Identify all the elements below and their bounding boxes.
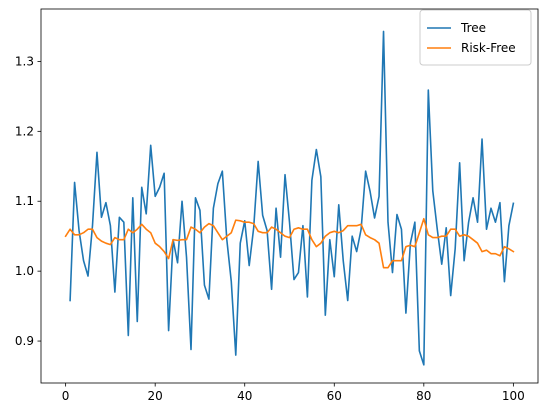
legend-label-risk-free: Risk-Free [461,41,516,55]
y-tick-label: 1.2 [15,124,34,138]
legend-label-tree: Tree [460,21,486,35]
x-tick-label: 20 [148,389,163,403]
axes-frame [40,8,539,384]
x-tick-label: 100 [502,389,525,403]
series-line-risk-free [64,217,515,269]
series-lines [64,30,515,366]
y-tick-label: 1.3 [15,54,34,68]
y-tick-label: 1.0 [15,264,34,278]
axes: 0 20 40 60 80 100 0.9 1.0 1.1 1.2 1.3 [15,54,525,403]
y-tick-label: 1.1 [15,194,34,208]
y-tick-label: 0.9 [15,334,34,348]
plot-frame [40,8,539,384]
legend-box [419,9,532,66]
x-tick-label: 40 [237,389,252,403]
x-tick-label: 0 [62,389,70,403]
legend: Tree Risk-Free [419,9,532,66]
series-line-tree [69,30,515,366]
x-tick-label: 60 [327,389,342,403]
x-tick-label: 80 [416,389,431,403]
